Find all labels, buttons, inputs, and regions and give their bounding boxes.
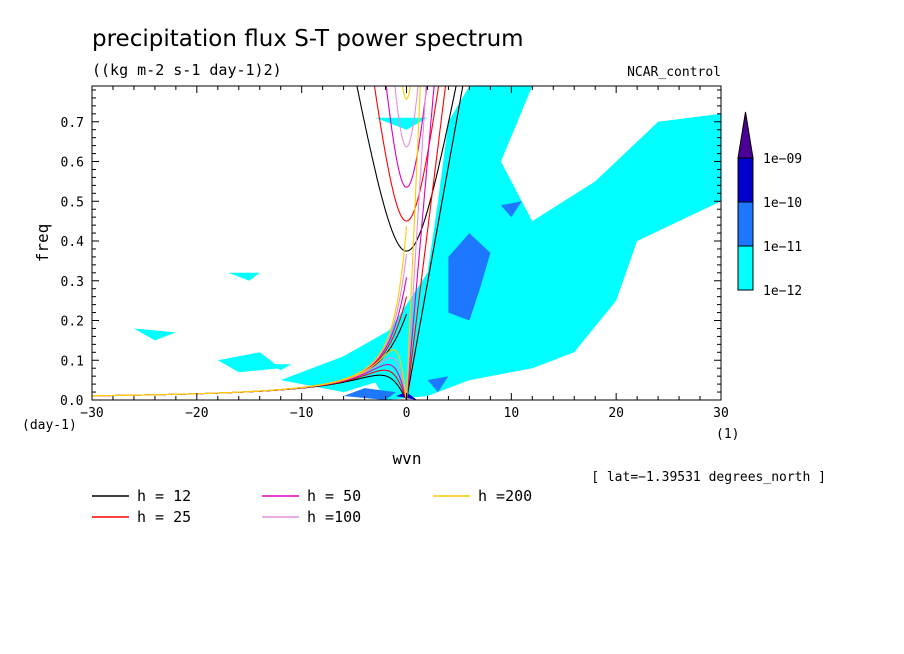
y-tick-label: 0.4 (61, 235, 85, 250)
colorbar-extend-arrow (737, 111, 754, 159)
legend: h = 12 h = 25 h = 50 h =100 h =200 (92, 487, 532, 526)
x-tick-label: −30 (80, 406, 103, 421)
contour-region-level-1 (270, 364, 292, 371)
x-tick-label: 0 (403, 406, 411, 421)
curve-h25-inertia-gravity (373, 86, 440, 222)
contour-region-level-1 (375, 117, 428, 130)
contour-region-level-2 (427, 376, 449, 393)
y-tick-label: 0.7 (61, 116, 84, 131)
colorbar-label: 1e−11 (763, 240, 802, 255)
contour-region-level-1 (228, 272, 260, 281)
legend-label: h = 50 (307, 487, 361, 505)
dataset-label: NCAR_control (627, 65, 721, 80)
y-tick-label: 0.0 (60, 394, 83, 409)
legend-label: h =100 (307, 508, 361, 526)
x-tick-label: 10 (504, 406, 520, 421)
contour-region-level-1 (133, 328, 176, 341)
colorbar-segment (737, 245, 754, 291)
y-axis-ticks: 0.1 0.2 0.3 0.4 0.5 0.6 0.7 0.0 (60, 89, 721, 409)
y-tick-label: 0.5 (61, 195, 84, 210)
colorbar-segment (737, 201, 754, 247)
colorbar-label: 1e−10 (763, 196, 802, 211)
x-tick-label: 30 (713, 406, 729, 421)
dispersion-curves (92, 86, 464, 400)
curve-h25-kelvin (405, 86, 447, 400)
y-tick-label: 0.1 (61, 354, 84, 369)
x-unit-label: (1) (716, 427, 739, 442)
y-unit-label: (day-1) (22, 418, 77, 433)
x-axis-label: wvn (393, 449, 422, 468)
chart-units: ((kg m-2 s-1 day-1)2) (92, 61, 282, 79)
x-tick-label: 20 (608, 406, 624, 421)
curve-h200-inertia-gravity (402, 86, 411, 100)
curve-h100-inertia-gravity (394, 86, 419, 148)
contour-region-level-2 (343, 388, 396, 400)
colorbar-label: 1e−09 (763, 152, 802, 167)
x-axis-ticks: −30 −20 −10 0 10 20 30 (80, 86, 729, 421)
colorbar: 1e−09 1e−10 1e−11 1e−12 (737, 111, 802, 299)
x-tick-label: −20 (185, 406, 208, 421)
contour-region-level-2 (458, 256, 480, 281)
contour-region-level-2 (500, 201, 522, 218)
curve-h50-inertia-gravity (385, 86, 428, 188)
y-axis-label: freq (33, 224, 52, 263)
y-tick-label: 0.3 (61, 275, 84, 290)
latitude-note: [ lat=−1.39531 degrees_north ] (591, 470, 826, 485)
colorbar-segment (737, 157, 754, 203)
chart-title: precipitation flux S-T power spectrum (92, 26, 524, 52)
contour-region-level-1 (364, 86, 721, 400)
contour-region-level-1 (217, 352, 281, 373)
x-tick-label: −10 (290, 406, 313, 421)
y-tick-label: 0.2 (61, 315, 84, 330)
legend-label: h = 25 (137, 508, 191, 526)
curve-h50-kelvin (405, 86, 435, 400)
colorbar-label: 1e−12 (763, 284, 802, 299)
curve-h200-kelvin (405, 86, 421, 400)
curve-h100-kelvin (405, 86, 427, 400)
spectrum-contours (133, 86, 721, 400)
legend-label: h =200 (478, 487, 532, 505)
curve-h12-kelvin (405, 86, 464, 400)
plot-area (91, 85, 722, 401)
legend-label: h = 12 (137, 487, 191, 505)
y-tick-label: 0.6 (61, 156, 84, 171)
curve-h200-mrg (92, 226, 408, 397)
curve-h12-inertia-gravity (356, 86, 457, 252)
